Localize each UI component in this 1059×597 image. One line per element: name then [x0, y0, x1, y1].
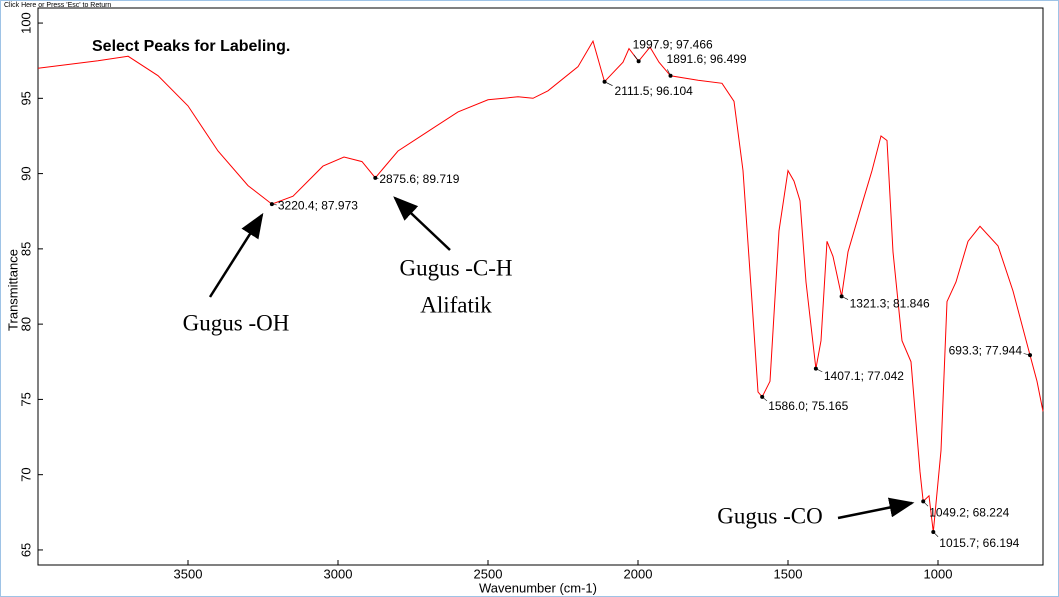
y-tick-label: 85: [18, 242, 33, 256]
annotation: Alifatik: [420, 292, 492, 317]
chart-title: Select Peaks for Labeling.: [92, 38, 290, 55]
peak-leader: [841, 296, 849, 300]
peak-leader: [933, 531, 939, 537]
x-tick-label: 2500: [474, 566, 503, 581]
peak-leader: [604, 81, 613, 86]
peak-label: 1049.2; 68.224: [929, 506, 1009, 520]
y-tick-label: 65: [18, 543, 33, 557]
spectrum-line: [37, 39, 1044, 533]
status-text[interactable]: Click Here or Press 'Esc' to Return: [4, 2, 111, 9]
peak-leader: [375, 177, 379, 179]
peak-leader: [667, 69, 671, 76]
peak-label: 1321.3; 81.846: [850, 297, 930, 311]
annotation: Gugus -OH: [183, 310, 290, 335]
peak-label: 1015.7; 66.194: [939, 536, 1019, 550]
annotation: Gugus -CO: [717, 503, 822, 528]
arrow: [837, 497, 915, 520]
arrow: [208, 212, 264, 298]
x-tick-label: 1000: [924, 566, 953, 581]
y-tick-label: 75: [18, 392, 33, 406]
x-tick-label: 1500: [774, 566, 803, 581]
y-axis-label: Transmittance: [5, 249, 20, 331]
peak-label: 693.3; 77.944: [949, 343, 1023, 357]
y-tick-label: 80: [18, 317, 33, 331]
peak-leader: [1023, 353, 1031, 356]
peak-label: 3220.4; 87.973: [278, 198, 358, 212]
peak-leader: [815, 368, 823, 373]
x-tick-label: 3000: [324, 566, 353, 581]
peak-label: 1407.1; 77.042: [824, 369, 904, 383]
peak-leader: [762, 396, 768, 402]
peak-label: 1997.9; 97.466: [633, 37, 713, 51]
x-tick-label: 2000: [624, 566, 653, 581]
peak-leader: [923, 501, 929, 507]
annotation: Gugus -C-H: [399, 255, 512, 280]
arrow: [393, 196, 451, 251]
peak-label: 2875.6; 89.719: [379, 172, 459, 186]
y-tick-label: 95: [18, 91, 33, 105]
peak-label: 2111.5; 96.104: [615, 84, 694, 98]
plot-frame: [37, 7, 1044, 566]
peak-leader: [633, 54, 639, 62]
y-tick-label: 70: [18, 467, 33, 481]
peak-label: 1586.0; 75.165: [768, 399, 848, 413]
y-tick-label: 100: [18, 12, 33, 34]
peak-label: 1891.6; 96.499: [667, 52, 747, 66]
x-tick-label: 3500: [174, 566, 203, 581]
y-tick-label: 90: [18, 166, 33, 180]
x-axis-label: Wavenumber (cm-1): [479, 580, 597, 595]
peak-leader: [271, 203, 277, 206]
